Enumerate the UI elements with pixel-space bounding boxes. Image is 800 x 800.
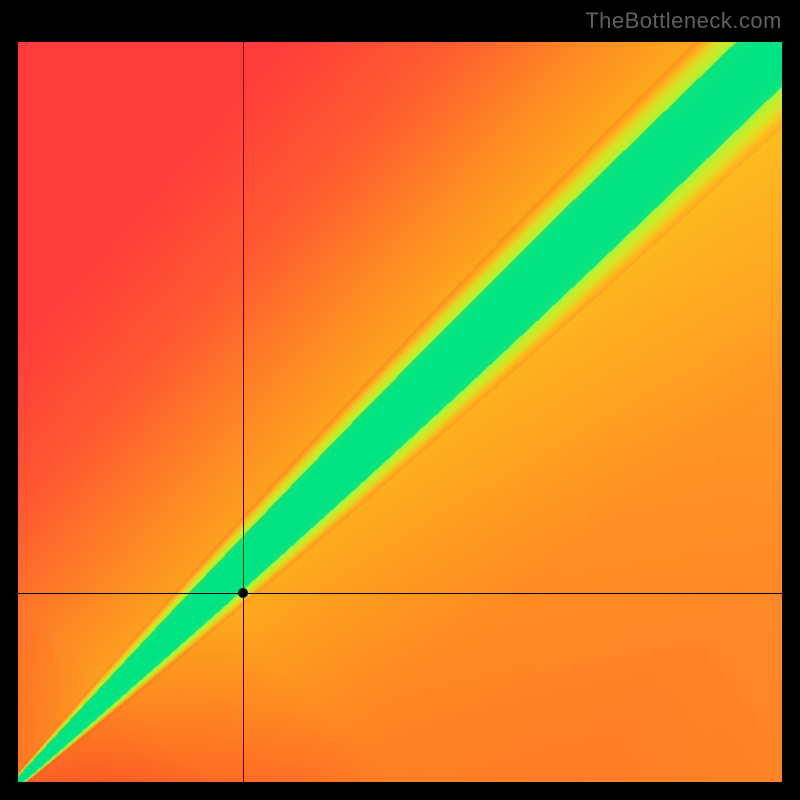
crosshair-horizontal — [18, 593, 782, 594]
data-point-marker — [238, 588, 248, 598]
heatmap-canvas — [18, 42, 782, 782]
crosshair-vertical — [243, 42, 244, 782]
watermark-text: TheBottleneck.com — [585, 8, 782, 34]
bottleneck-heatmap — [18, 42, 782, 782]
